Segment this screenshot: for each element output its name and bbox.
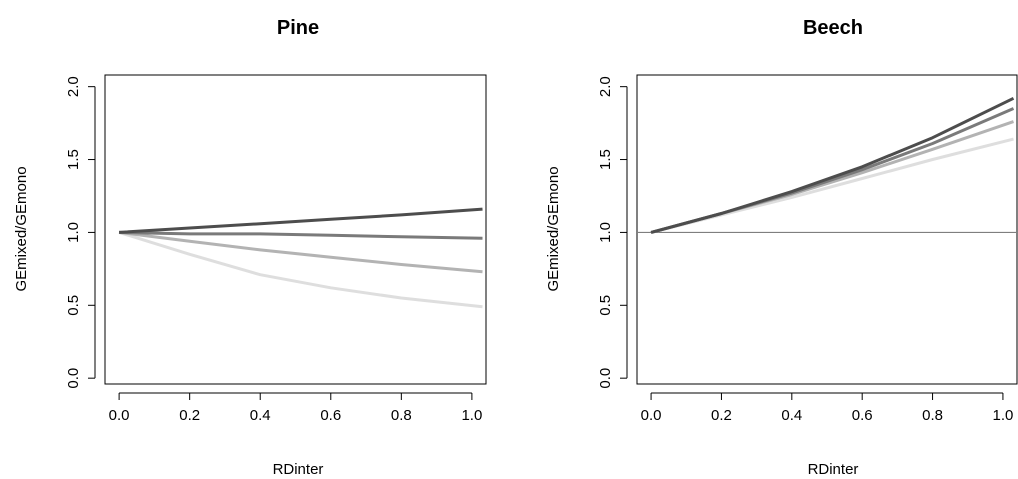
- beech-y-tick-label: 2.0: [597, 76, 614, 97]
- pine-y-tick-label: 0.0: [65, 368, 82, 389]
- pine-x-tick-label: 0.4: [250, 407, 271, 424]
- beech-y-tick-label: 1.5: [597, 149, 614, 170]
- pine-panel: Pine RDinter GEmixed/GEmono 0.0 0.2 0.4 0.6…: [13, 17, 487, 478]
- beech-plot-frame: [636, 74, 1018, 385]
- beech-title: Beech: [803, 17, 863, 39]
- beech-x-tick-label: 0.8: [922, 407, 943, 424]
- pine-title: Pine: [277, 17, 319, 39]
- beech-y-tick-label: 0.5: [597, 295, 614, 316]
- pine-y-axis-label: GEmixed/GEmono: [13, 166, 30, 291]
- pine-series-line-1: [119, 207, 483, 234]
- pine-x-tick-label: 0.2: [179, 407, 200, 424]
- beech-x-tick-label: 1.0: [992, 407, 1013, 424]
- beech-y-axis: 0.0 0.5 1.0 1.5 2.0: [597, 76, 628, 389]
- pine-y-tick-label: 2.0: [65, 76, 82, 97]
- beech-x-axis: 0.0 0.2 0.4 0.6 0.8 1.0: [641, 392, 1013, 424]
- beech-x-axis-label: RDinter: [808, 461, 859, 478]
- pine-y-tick-label: 0.5: [65, 295, 82, 316]
- pine-y-tick-label: 1.0: [65, 222, 82, 243]
- pine-x-tick-label: 0.6: [320, 407, 341, 424]
- pine-x-tick-label: 0.0: [109, 407, 130, 424]
- pine-plot-frame: [104, 74, 487, 385]
- beech-y-tick-label: 1.0: [597, 222, 614, 243]
- beech-panel: Beech RDinter GEmixed/GEmono 0.0 0.2 0.4 0.…: [545, 17, 1018, 478]
- pine-series-line-3: [118, 230, 483, 274]
- pine-x-axis-label: RDinter: [273, 461, 324, 478]
- beech-x-tick-label: 0.2: [711, 407, 732, 424]
- beech-plot-marks: [637, 96, 1017, 234]
- pine-x-tick-label: 1.0: [461, 407, 482, 424]
- beech-y-axis-label: GEmixed/GEmono: [545, 166, 562, 291]
- beech-series-line-2: [650, 107, 1015, 234]
- beech-x-tick-label: 0.4: [781, 407, 802, 424]
- pine-series-line-2: [119, 230, 483, 240]
- pine-y-tick-label: 1.5: [65, 149, 82, 170]
- beech-y-tick-label: 0.0: [597, 368, 614, 389]
- beech-x-tick-label: 0.0: [641, 407, 662, 424]
- beech-series-line-1: [650, 96, 1015, 234]
- pine-y-axis: 0.0 0.5 1.0 1.5 2.0: [65, 76, 96, 389]
- pine-series-line-4: [118, 230, 483, 309]
- pine-plot-marks: [118, 207, 483, 309]
- beech-x-tick-label: 0.6: [852, 407, 873, 424]
- pine-x-tick-label: 0.8: [391, 407, 412, 424]
- pine-x-axis: 0.0 0.2 0.4 0.6 0.8 1.0: [109, 392, 482, 424]
